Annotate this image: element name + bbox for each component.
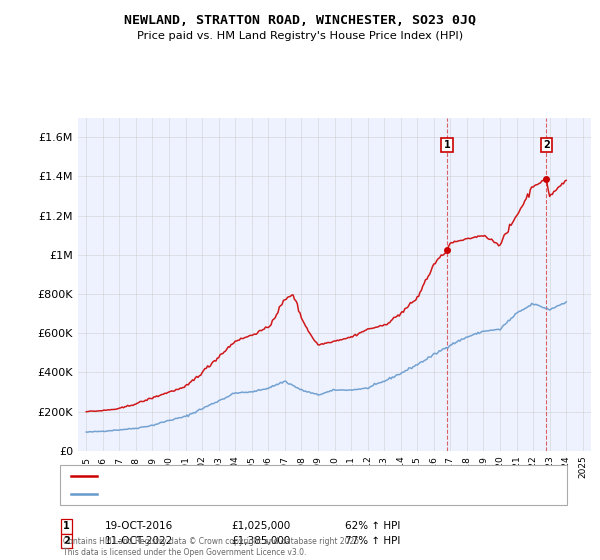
Text: HPI: Average price, detached house, Winchester: HPI: Average price, detached house, Winc…: [102, 490, 331, 499]
Text: £1,025,000: £1,025,000: [231, 521, 290, 531]
Text: 19-OCT-2016: 19-OCT-2016: [105, 521, 173, 531]
Text: 77% ↑ HPI: 77% ↑ HPI: [345, 536, 400, 546]
Text: 11-OCT-2022: 11-OCT-2022: [105, 536, 173, 546]
Text: NEWLAND, STRATTON ROAD, WINCHESTER, SO23 0JQ: NEWLAND, STRATTON ROAD, WINCHESTER, SO23…: [124, 14, 476, 27]
Text: Contains HM Land Registry data © Crown copyright and database right 2025.
This d: Contains HM Land Registry data © Crown c…: [63, 537, 361, 557]
Text: 2: 2: [63, 536, 70, 546]
Text: Price paid vs. HM Land Registry's House Price Index (HPI): Price paid vs. HM Land Registry's House …: [137, 31, 463, 41]
Text: NEWLAND, STRATTON ROAD, WINCHESTER, SO23 0JQ (detached house): NEWLAND, STRATTON ROAD, WINCHESTER, SO23…: [102, 471, 443, 480]
Text: 1: 1: [443, 140, 451, 150]
Text: £1,385,000: £1,385,000: [231, 536, 290, 546]
Text: 62% ↑ HPI: 62% ↑ HPI: [345, 521, 400, 531]
Text: 2: 2: [543, 140, 550, 150]
Text: 1: 1: [63, 521, 70, 531]
